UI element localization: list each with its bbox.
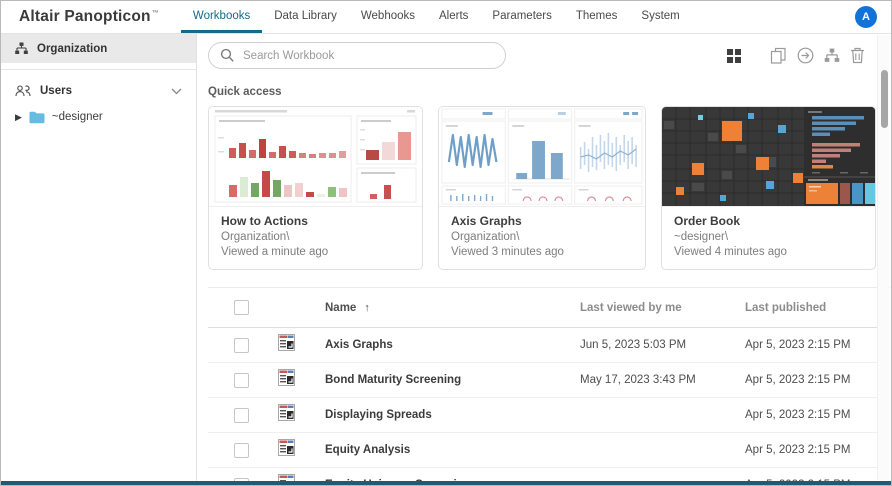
card-path: Organization\: [451, 231, 520, 243]
sidebar-item-label: Users: [40, 85, 72, 97]
tab-themes[interactable]: Themes: [575, 9, 618, 22]
last-published-date: Apr 5, 2023 2:15 PM: [745, 444, 851, 456]
grid-view-icon[interactable]: [726, 48, 742, 64]
card-viewed: Viewed 4 minutes ago: [674, 246, 787, 258]
tab-alerts[interactable]: Alerts: [439, 9, 469, 22]
search-input[interactable]: [243, 49, 494, 62]
table-row[interactable]: Equity Analysis Apr 5, 2023 2:15 PM: [208, 433, 877, 468]
chevron-down-icon[interactable]: [171, 88, 182, 95]
quick-access-cards: How to Actions Organization\ Viewed a mi…: [208, 106, 877, 270]
card-path: Organization\: [221, 231, 290, 243]
sort-ascending-icon[interactable]: ↑: [364, 301, 370, 314]
trademark-symbol: ™: [151, 9, 159, 17]
workbook-icon: [278, 334, 325, 356]
folder-icon: [29, 111, 45, 123]
hierarchy-icon[interactable]: [824, 48, 840, 63]
workbook-name: Equity Analysis: [325, 444, 411, 456]
card-info: How to Actions Organization\ Viewed a mi…: [209, 206, 422, 269]
folder-label: ~designer: [51, 111, 103, 123]
last-viewed-date: Jun 5, 2023 5:03 PM: [580, 339, 687, 351]
workbook-icon: [278, 439, 325, 461]
row-checkbox[interactable]: [234, 337, 249, 353]
sidebar-divider: [1, 69, 196, 70]
card-viewed: Viewed 3 minutes ago: [451, 246, 564, 258]
row-checkbox[interactable]: [234, 372, 249, 388]
sidebar-item-users[interactable]: Users: [1, 78, 196, 104]
sidebar-item-organization[interactable]: Organization: [1, 34, 196, 63]
column-header-last-published[interactable]: Last published: [745, 301, 827, 314]
table-header: Name ↑ Last viewed by me Last published: [208, 288, 877, 328]
card-viewed: Viewed a minute ago: [221, 246, 329, 258]
order-book-thumbnail: [662, 107, 875, 206]
quick-access-title: Quick access: [208, 86, 282, 98]
last-published-date: Apr 5, 2023 2:15 PM: [745, 339, 851, 351]
last-viewed-date: May 17, 2023 3:43 PM: [580, 374, 696, 386]
users-icon: [15, 85, 31, 97]
column-header-name[interactable]: Name ↑: [325, 301, 370, 314]
last-published-date: Apr 5, 2023 2:15 PM: [745, 374, 851, 386]
workbook-icon: [278, 369, 325, 391]
card-axis-graphs[interactable]: Axis Graphs Organization\ Viewed 3 minut…: [438, 106, 646, 270]
workbook-name: Displaying Spreads: [325, 409, 432, 421]
app-logo: Altair Panopticon ™: [19, 1, 159, 33]
card-info: Axis Graphs Organization\ Viewed 3 minut…: [439, 206, 645, 269]
row-checkbox[interactable]: [234, 442, 249, 458]
caret-right-icon[interactable]: ▶: [15, 111, 22, 122]
window-bottom-edge: [1, 481, 891, 485]
workbook-name: Bond Maturity Screening: [325, 374, 462, 386]
trash-icon[interactable]: [850, 47, 865, 64]
vertical-scrollbar[interactable]: [877, 35, 890, 480]
user-avatar[interactable]: A: [855, 6, 877, 28]
card-path: ~designer\: [674, 231, 729, 243]
card-title: Axis Graphs: [451, 214, 522, 228]
copy-icon[interactable]: [770, 47, 787, 64]
sidebar-item-designer-folder[interactable]: ▶ ~designer: [1, 104, 196, 130]
tab-parameters[interactable]: Parameters: [492, 9, 552, 22]
scrollbar-thumb[interactable]: [881, 70, 888, 128]
card-title: How to Actions: [221, 214, 308, 228]
last-published-date: Apr 5, 2023 2:15 PM: [745, 409, 851, 421]
move-to-icon[interactable]: [797, 47, 814, 64]
app-logo-text: Altair Panopticon: [19, 8, 151, 25]
card-info: Order Book ~designer\ Viewed 4 minutes a…: [662, 206, 875, 269]
tab-workbooks[interactable]: Workbooks: [180, 1, 263, 33]
axis-graphs-thumbnail: [439, 107, 645, 206]
hierarchy-icon: [15, 42, 28, 54]
top-navigation: Altair Panopticon ™ Workbooks Data Librar…: [1, 1, 891, 34]
folder-sidebar: Organization Users ▶: [1, 34, 197, 483]
card-how-to-actions[interactable]: How to Actions Organization\ Viewed a mi…: [208, 106, 423, 270]
table-row[interactable]: Displaying Spreads Apr 5, 2023 2:15 PM: [208, 398, 877, 433]
tab-data-library[interactable]: Data Library: [274, 9, 337, 22]
search-box[interactable]: [208, 42, 506, 69]
workbook-toolbar: [208, 42, 877, 69]
tab-system[interactable]: System: [641, 9, 680, 22]
tab-webhooks[interactable]: Webhooks: [360, 9, 416, 22]
workbook-name: Axis Graphs: [325, 339, 393, 351]
workbook-table: Name ↑ Last viewed by me Last published: [208, 288, 877, 485]
select-all-checkbox[interactable]: [234, 300, 249, 315]
sidebar-item-label: Organization: [37, 42, 108, 55]
row-checkbox[interactable]: [234, 407, 249, 423]
toolbar-actions: [726, 47, 865, 64]
card-order-book[interactable]: Order Book ~designer\ Viewed 4 minutes a…: [661, 106, 876, 270]
section-divider: [208, 287, 891, 288]
how-to-actions-thumbnail: [209, 107, 422, 206]
nav-tabs: Workbooks Data Library Webhooks Alerts P…: [180, 1, 692, 33]
table-row[interactable]: Bond Maturity Screening May 17, 2023 3:4…: [208, 363, 877, 398]
table-row[interactable]: Axis Graphs Jun 5, 2023 5:03 PM Apr 5, 2…: [208, 328, 877, 363]
column-header-last-viewed[interactable]: Last viewed by me: [580, 301, 682, 314]
workbook-icon: [278, 404, 325, 426]
main-content: Quick access: [197, 34, 891, 485]
search-icon: [220, 48, 234, 62]
card-title: Order Book: [674, 214, 741, 228]
